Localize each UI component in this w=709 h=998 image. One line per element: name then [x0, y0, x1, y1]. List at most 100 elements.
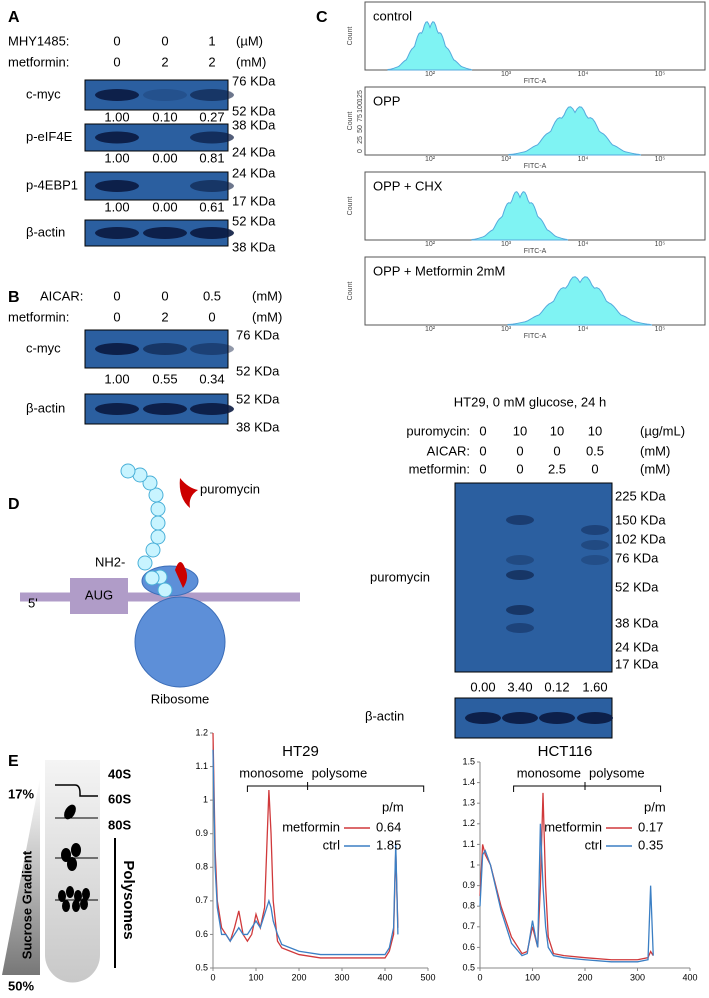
x-tick-label: 10³ [501, 326, 512, 333]
histogram-label: OPP [373, 93, 400, 108]
y-tick-label: 0 [357, 149, 364, 153]
band [502, 712, 538, 724]
y-tick-label: 1.2 [462, 818, 475, 828]
chart-title: HCT116 [538, 743, 593, 760]
condition-value: 0 [113, 288, 120, 303]
x-tick-label: 300 [334, 972, 349, 982]
y-tick-label: 0.7 [195, 895, 208, 905]
quantification: 3.40 [507, 679, 532, 694]
band [95, 89, 139, 101]
blot-title: HT29, 0 mM glucose, 24 h [454, 394, 606, 409]
x-tick-label: 0 [477, 972, 482, 982]
unit: (mM) [236, 54, 266, 69]
blot-label: β-actin [26, 224, 65, 239]
x-tick-label: 10⁴ [578, 156, 589, 163]
condition-label: metformin: [8, 54, 69, 69]
band [190, 89, 234, 101]
series-line [479, 792, 654, 961]
x-tick-label: 400 [682, 972, 697, 982]
unit: (µg/mL) [640, 423, 685, 438]
band [506, 623, 534, 633]
fraction-label: 80S [108, 817, 131, 832]
legend-title: p/m [644, 799, 666, 814]
band [190, 131, 234, 144]
blot-label: puromycin [370, 569, 430, 584]
quantification: 0.55 [152, 371, 177, 386]
y-axis-label: Count [347, 282, 354, 301]
marker: 225 KDa [615, 488, 666, 503]
x-tick-label: 100 [525, 972, 540, 982]
legend-label: metformin [544, 819, 602, 834]
x-tick-label: 100 [248, 972, 263, 982]
band [190, 343, 234, 355]
condition-value: 0 [161, 288, 168, 303]
y-axis-label: Count [347, 27, 354, 46]
condition-label: MHY1485: [8, 33, 69, 48]
condition-value: 0 [516, 461, 523, 476]
series-line [212, 749, 399, 956]
x-tick-label: 10⁴ [578, 71, 589, 78]
annotation: monosome [517, 765, 581, 780]
band [95, 131, 139, 144]
condition-value: 0 [161, 33, 168, 48]
annotation: monosome [239, 765, 303, 780]
y-tick-label: 1.1 [462, 839, 475, 849]
blot-label: p-4EBP1 [26, 177, 78, 192]
quantification: 0.00 [152, 199, 177, 214]
blot-label: c-myc [26, 340, 61, 355]
bracket [246, 782, 425, 792]
fraction-label: 40S [108, 766, 131, 781]
fraction-label: 60S [108, 791, 131, 806]
quantification: 0.61 [199, 199, 224, 214]
band [190, 227, 234, 239]
band [190, 403, 234, 415]
condition-value: 2 [208, 54, 215, 69]
marker: 76 KDa [232, 73, 276, 88]
band [143, 343, 187, 355]
marker: 76 KDa [615, 550, 659, 565]
quantification: 1.00 [104, 150, 129, 165]
unit: (mM) [640, 443, 670, 458]
band [143, 403, 187, 415]
condition-value: 0 [553, 443, 560, 458]
condition-value: 0 [113, 309, 120, 324]
y-tick-label: 25 [357, 136, 364, 144]
band [581, 540, 609, 550]
band [506, 555, 534, 565]
marker: 17 KDa [232, 193, 276, 208]
gradient-label: 50% [8, 978, 34, 993]
band [95, 180, 139, 192]
blot-label: c-myc [26, 86, 61, 101]
marker: 52 KDa [236, 391, 280, 406]
x-tick-label: 10² [425, 241, 436, 248]
x-axis-label: FITC-A [524, 163, 547, 170]
condition-value: 0.5 [586, 443, 604, 458]
histogram-label: control [373, 8, 412, 23]
condition-value: 1 [208, 33, 215, 48]
quantification: 1.00 [104, 371, 129, 386]
panel-label: A [8, 9, 20, 26]
marker: 17 KDa [615, 656, 659, 671]
condition-value: 10 [513, 423, 527, 438]
x-tick-label: 400 [377, 972, 392, 982]
panel-label: E [8, 753, 19, 770]
y-tick-label: 0.9 [195, 828, 208, 838]
band [539, 712, 575, 724]
y-tick-label: 0.7 [462, 921, 475, 931]
histogram [471, 191, 569, 241]
blot-label: β-actin [365, 708, 404, 723]
x-tick-label: 10⁵ [655, 71, 666, 78]
band [581, 555, 609, 565]
unit: (mM) [252, 309, 282, 324]
annotation: polysome [589, 765, 645, 780]
quantification: 1.00 [104, 109, 129, 124]
condition-value: 10 [550, 423, 564, 438]
legend-value: 0.35 [638, 837, 663, 852]
y-tick-label: 1.3 [462, 798, 475, 808]
condition-value: 0 [208, 309, 215, 324]
y-tick-label: 125 [357, 90, 364, 102]
condition-value: 0 [113, 33, 120, 48]
band [465, 712, 501, 724]
y-axis-label: Count [347, 112, 354, 131]
